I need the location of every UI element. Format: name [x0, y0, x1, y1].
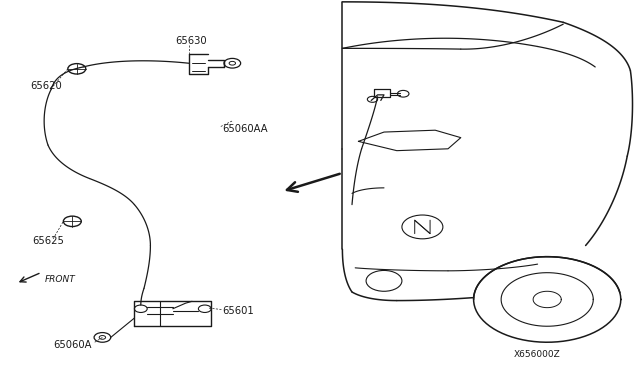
Text: 65601: 65601: [223, 307, 255, 316]
Text: 65625: 65625: [32, 236, 64, 246]
Text: 65060AA: 65060AA: [223, 124, 268, 134]
Text: 65060A: 65060A: [53, 340, 92, 350]
Text: 65630: 65630: [175, 36, 207, 46]
Text: FRONT: FRONT: [45, 275, 76, 284]
Text: 65620: 65620: [31, 81, 63, 91]
Text: X656000Z: X656000Z: [514, 350, 561, 359]
